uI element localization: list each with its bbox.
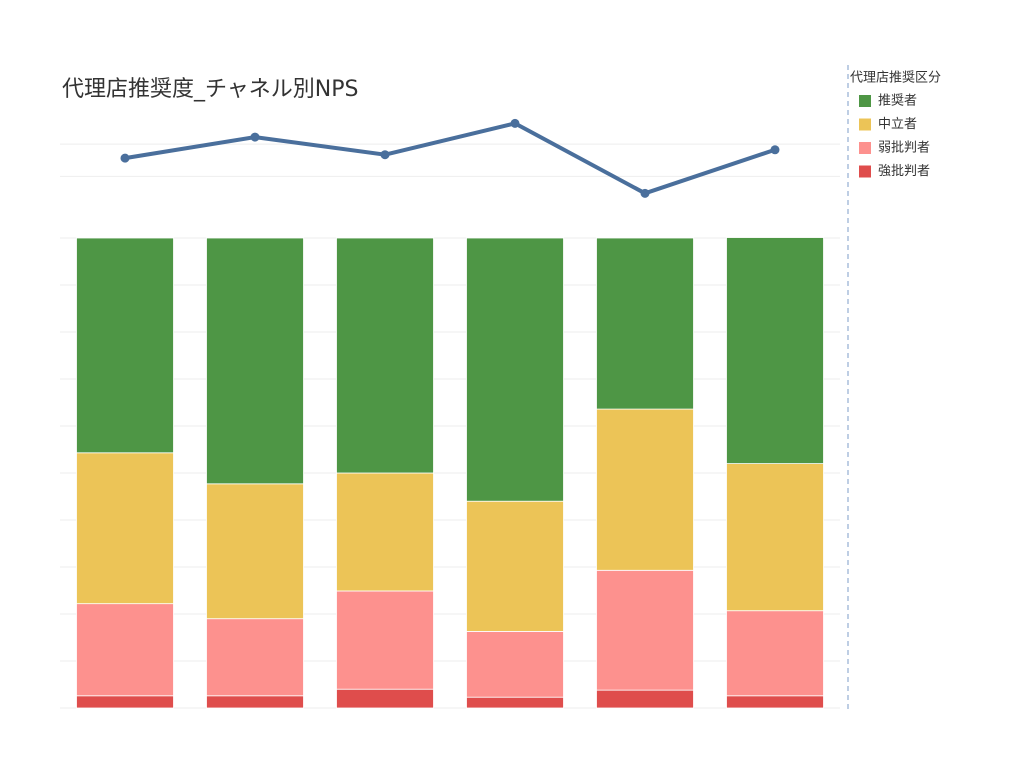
bar-segment	[726, 237, 824, 465]
bar-segment	[596, 237, 694, 410]
bar-segment	[726, 610, 824, 697]
legend-title: 代理店推奨区分	[850, 71, 941, 86]
bar-segment	[466, 500, 564, 632]
legend-swatch	[859, 118, 871, 131]
bar-segment	[76, 237, 174, 454]
bar-segment	[466, 630, 564, 698]
bar-segment	[76, 452, 174, 605]
legend-label: 強批判者	[878, 164, 930, 179]
bar-segment	[336, 472, 434, 592]
bar-segment	[466, 696, 564, 709]
nps-point	[120, 153, 130, 163]
bar-segment	[76, 695, 174, 709]
chart-title: 代理店推奨度_チャネル別NPS	[62, 77, 358, 102]
bar-segment	[206, 483, 304, 620]
bar-segment	[206, 618, 304, 697]
legend-swatch	[859, 165, 871, 178]
legend-label: 推奨者	[878, 94, 917, 109]
bar-segment	[336, 590, 434, 690]
bar-segment	[206, 237, 304, 485]
nps-line	[124, 121, 776, 196]
bar-segment	[76, 603, 174, 697]
bar-segment	[466, 237, 564, 502]
legend-label: 中立者	[878, 117, 917, 132]
nps-point	[250, 132, 260, 142]
legend-swatch	[859, 142, 871, 154]
nps-point	[640, 188, 650, 198]
bar-segment	[726, 695, 824, 709]
bar-segment	[206, 695, 304, 709]
nps-point	[510, 118, 520, 128]
bar-segment	[596, 408, 694, 571]
legend-label: 弱批判者	[878, 141, 930, 156]
legend-swatch	[859, 95, 871, 107]
bar-segment	[336, 237, 434, 474]
bar-segment	[596, 689, 694, 709]
nps-point	[770, 145, 780, 155]
bar-segment	[596, 569, 694, 691]
bar-segment	[336, 688, 434, 709]
nps-point	[380, 150, 390, 160]
bar-segment	[726, 463, 824, 612]
